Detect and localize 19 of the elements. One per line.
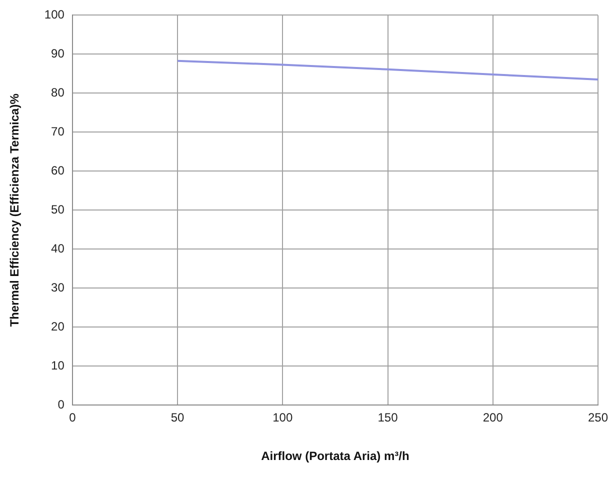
y-tick-label: 70: [51, 124, 65, 139]
y-tick-label: 30: [51, 280, 65, 295]
x-tick-label: 250: [588, 410, 608, 425]
y-tick-label: 40: [51, 242, 65, 256]
y-axis-title: Thermal Efficiency (Efficienza Termica)%: [8, 93, 22, 327]
x-tick-label: 200: [482, 410, 504, 425]
x-axis-title: Airflow (Portata Aria) m³/h: [261, 449, 410, 464]
x-tick-label: 100: [272, 410, 293, 425]
y-tick-label: 20: [51, 320, 65, 334]
y-tick-label: 80: [51, 86, 65, 100]
x-tick-label: 50: [170, 410, 185, 425]
y-tick-label: 100: [44, 8, 65, 22]
y-tick-label: 0: [58, 398, 65, 412]
y-tick-label: 10: [51, 358, 65, 373]
x-tick-label: 0: [69, 410, 76, 425]
x-tick-label: 150: [378, 410, 398, 425]
y-tick-label: 50: [51, 202, 65, 217]
y-tick-label: 90: [51, 46, 65, 61]
y-tick-label: 60: [51, 164, 65, 178]
